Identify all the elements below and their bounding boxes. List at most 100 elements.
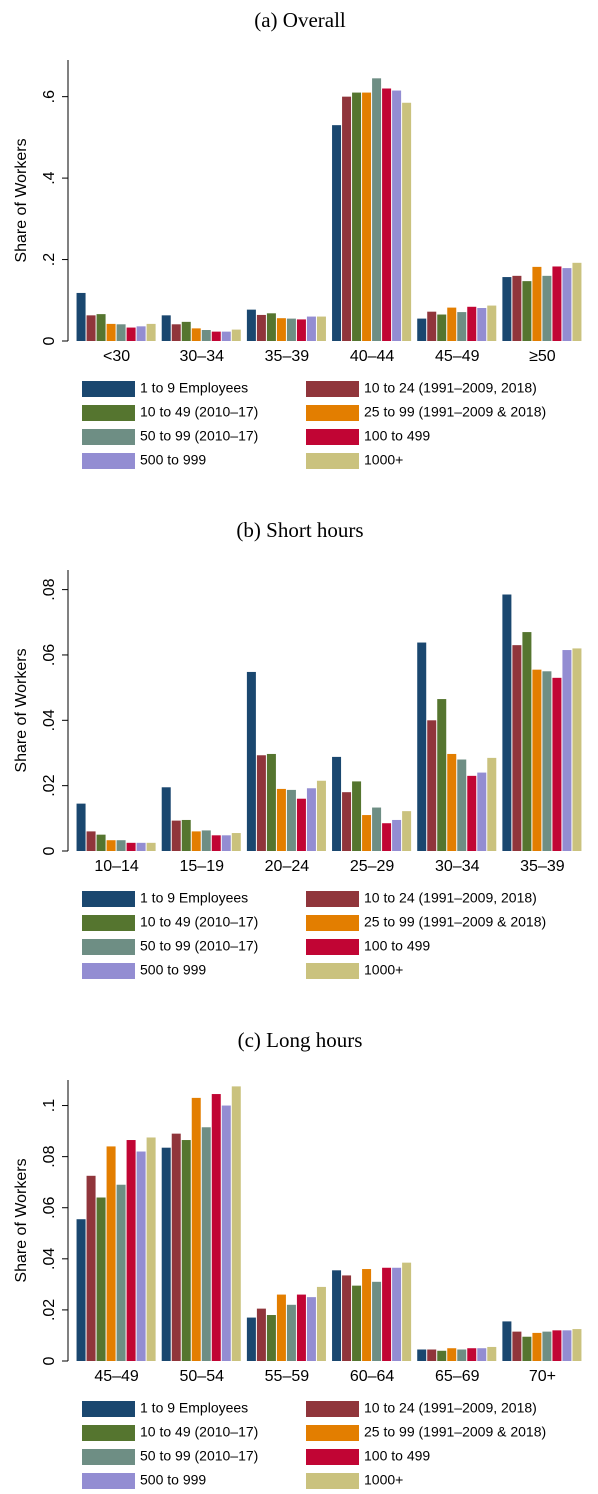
bar xyxy=(171,820,181,851)
legend-label: 100 to 499 xyxy=(364,938,430,954)
legend-swatch xyxy=(82,381,135,397)
bar xyxy=(146,323,156,341)
bar xyxy=(457,312,467,341)
bar xyxy=(316,316,326,341)
y-tick-label: .04 xyxy=(41,1248,58,1270)
bar xyxy=(332,756,342,851)
bar xyxy=(136,326,146,341)
bar xyxy=(542,1331,552,1361)
x-tick-label: 20–24 xyxy=(265,858,310,875)
bar xyxy=(417,318,427,341)
bar xyxy=(332,125,342,341)
bar xyxy=(417,642,427,851)
x-tick-label: 35–39 xyxy=(265,348,310,365)
bar xyxy=(552,266,562,341)
bar xyxy=(437,699,447,851)
bar xyxy=(246,1317,256,1361)
bar xyxy=(562,650,572,851)
legend-swatch xyxy=(82,405,135,421)
bar xyxy=(136,842,146,851)
bar xyxy=(532,266,542,341)
bar xyxy=(402,102,412,342)
bar xyxy=(246,309,256,341)
legend-label: 10 to 49 (2010–17) xyxy=(140,404,258,420)
bar xyxy=(316,780,326,851)
legend-swatch xyxy=(306,453,359,469)
y-tick-label: .04 xyxy=(41,709,58,731)
bar xyxy=(487,305,497,341)
bar xyxy=(522,1336,532,1361)
legend-swatch xyxy=(82,963,135,979)
y-tick-label: .4 xyxy=(41,171,58,184)
bar xyxy=(552,677,562,851)
bar xyxy=(126,1140,136,1361)
bar xyxy=(477,1348,487,1361)
bar xyxy=(427,311,437,341)
bar xyxy=(372,1281,382,1361)
legend-swatch xyxy=(306,939,359,955)
bar xyxy=(467,1348,477,1361)
legend-label: 1 to 9 Employees xyxy=(140,380,248,396)
legend-label: 500 to 999 xyxy=(140,1472,206,1488)
bar xyxy=(562,268,572,341)
legend-label: 10 to 24 (1991–2009, 2018) xyxy=(364,890,537,906)
bar xyxy=(201,330,211,341)
legend-label: 25 to 99 (1991–2009 & 2018) xyxy=(364,914,546,930)
bar xyxy=(286,318,296,341)
bar xyxy=(437,1350,447,1361)
legend-label: 500 to 999 xyxy=(140,962,206,978)
bar xyxy=(106,840,116,851)
legend-label: 100 to 499 xyxy=(364,1448,430,1464)
bar xyxy=(191,831,201,851)
bar xyxy=(487,757,497,851)
x-tick-label: 45–49 xyxy=(94,1368,139,1385)
bar xyxy=(382,88,392,341)
x-tick-label: 60–64 xyxy=(350,1368,395,1385)
bar xyxy=(221,835,231,851)
bar xyxy=(76,292,86,341)
y-tick-label: 0 xyxy=(41,1356,58,1365)
bar xyxy=(231,1086,241,1361)
x-tick-label: <30 xyxy=(103,348,130,365)
bar xyxy=(382,1267,392,1361)
bar xyxy=(572,1329,582,1361)
x-tick-label: 55–59 xyxy=(265,1368,310,1385)
legend-label: 50 to 99 (2010–17) xyxy=(140,1448,258,1464)
bar xyxy=(552,1330,562,1361)
legend-label: 10 to 24 (1991–2009, 2018) xyxy=(364,1400,537,1416)
bar xyxy=(276,1294,286,1361)
bar xyxy=(316,1286,326,1361)
bar xyxy=(467,306,477,341)
legend-swatch xyxy=(306,381,359,397)
bar xyxy=(96,314,106,341)
bar xyxy=(296,1294,306,1361)
x-tick-label: 35–39 xyxy=(520,858,565,875)
bar xyxy=(76,803,86,851)
bar xyxy=(332,1270,342,1361)
x-tick-label: 30–34 xyxy=(180,348,225,365)
legend-swatch xyxy=(82,939,135,955)
bar xyxy=(116,324,126,341)
bar xyxy=(372,78,382,342)
legend-label: 50 to 99 (2010–17) xyxy=(140,938,258,954)
legend-swatch xyxy=(82,891,135,907)
legend-swatch xyxy=(82,915,135,931)
bar xyxy=(266,313,276,341)
legend-swatch xyxy=(82,453,135,469)
legend-swatch xyxy=(306,1473,359,1489)
legend-label: 25 to 99 (1991–2009 & 2018) xyxy=(364,404,546,420)
bar xyxy=(402,1262,412,1361)
bar xyxy=(306,1297,316,1361)
bar xyxy=(562,1330,572,1361)
bar xyxy=(306,316,316,341)
bar xyxy=(171,324,181,341)
bar xyxy=(306,788,316,851)
x-tick-label: ≥50 xyxy=(529,348,556,365)
bar xyxy=(76,1219,86,1361)
bar xyxy=(161,787,171,851)
bar xyxy=(286,789,296,851)
bar xyxy=(467,775,477,851)
bar xyxy=(362,92,372,341)
bar xyxy=(342,792,352,851)
